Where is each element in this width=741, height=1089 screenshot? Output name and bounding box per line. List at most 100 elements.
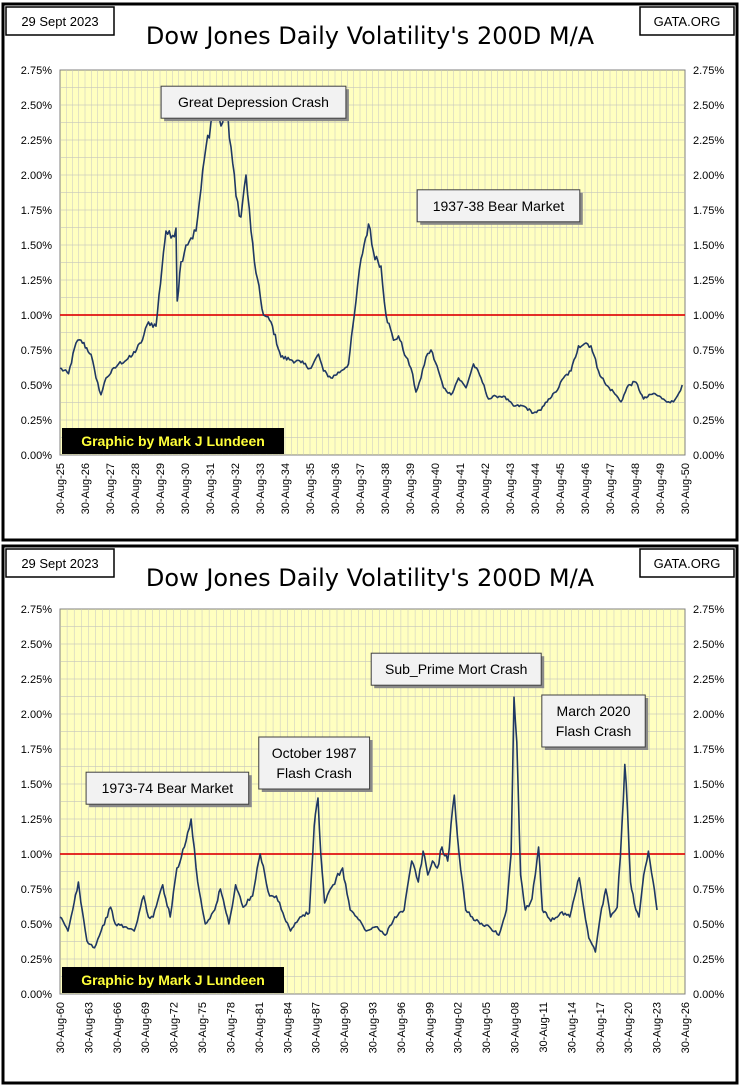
- x-tick-label: 30-Aug-47: [605, 463, 617, 514]
- date-label: 29 Sept 2023: [21, 556, 98, 571]
- x-tick-label: 30-Aug-66: [112, 1002, 124, 1053]
- x-tick-label: 30-Aug-43: [505, 463, 517, 514]
- x-tick-label: 30-Aug-69: [140, 1002, 152, 1053]
- x-tick-label: 30-Aug-17: [595, 1002, 607, 1053]
- x-tick-label: 30-Aug-08: [510, 1002, 522, 1053]
- x-tick-label: 30-Aug-41: [455, 463, 467, 514]
- y-tick-label-right: 0.00%: [693, 450, 724, 462]
- x-tick-label: 30-Aug-96: [396, 1002, 408, 1053]
- y-tick-label-left: 2.75%: [21, 604, 52, 616]
- grid: [60, 70, 685, 455]
- x-tick-label: 30-Aug-37: [355, 463, 367, 514]
- source-box: [639, 6, 735, 36]
- y-tick-label-right: 1.75%: [693, 744, 724, 756]
- x-tick-label: 30-Aug-46: [580, 463, 592, 514]
- annotation-text: Great Depression Crash: [178, 94, 329, 110]
- x-tick-label: 30-Aug-27: [105, 463, 117, 514]
- x-tick-label: 30-Aug-20: [623, 1002, 635, 1053]
- annotation-box: [416, 189, 581, 223]
- date-label: 29 Sept 2023: [21, 14, 98, 29]
- x-tick-label: 30-Aug-02: [453, 1002, 465, 1053]
- x-tick-label: 30-Aug-23: [652, 1002, 664, 1053]
- y-tick-label-left: 1.75%: [21, 744, 52, 756]
- annotation-text: Flash Crash: [556, 723, 631, 739]
- y-tick-label-left: 2.25%: [21, 674, 52, 686]
- y-tick-label-right: 1.75%: [693, 205, 724, 217]
- y-tick-label-right: 0.25%: [693, 954, 724, 966]
- y-tick-label-right: 1.00%: [693, 310, 724, 322]
- x-tick-label: 30-Aug-11: [538, 1002, 550, 1053]
- x-tick-label: 30-Aug-72: [169, 1002, 181, 1053]
- y-tick-label-right: 2.50%: [693, 100, 724, 112]
- y-tick-label-right: 1.25%: [693, 814, 724, 826]
- date-box: [5, 6, 115, 36]
- y-tick-label-left: 0.75%: [21, 884, 52, 896]
- y-tick-label-right: 0.50%: [693, 919, 724, 931]
- x-tick-label: 30-Aug-14: [566, 1002, 578, 1053]
- x-tick-label: 30-Aug-40: [430, 463, 442, 514]
- y-tick-label-left: 1.25%: [21, 814, 52, 826]
- x-tick-label: 30-Aug-99: [424, 1002, 436, 1053]
- x-tick-label: 30-Aug-84: [282, 1002, 294, 1053]
- volatility-series-line: [59, 696, 658, 953]
- y-tick-label-left: 2.25%: [21, 135, 52, 147]
- x-tick-label: 30-Aug-29: [155, 463, 167, 514]
- y-tick-label-left: 0.25%: [21, 415, 52, 427]
- x-tick-label: 30-Aug-05: [481, 1002, 493, 1053]
- date-box: [5, 548, 115, 578]
- x-tick-label: 30-Aug-28: [130, 463, 142, 514]
- x-tick-label: 30-Aug-39: [405, 463, 417, 514]
- x-tick-label: 30-Aug-30: [180, 463, 192, 514]
- x-tick-label: 30-Aug-31: [205, 463, 217, 514]
- y-tick-label-left: 0.50%: [21, 919, 52, 931]
- y-tick-label-left: 1.25%: [21, 275, 52, 287]
- x-tick-label: 30-Aug-90: [339, 1002, 351, 1053]
- annotation-text: October 1987: [272, 745, 357, 761]
- annotation-text: 1973-74 Bear Market: [102, 780, 234, 796]
- y-tick-label-right: 2.75%: [693, 65, 724, 77]
- annotation-box: [85, 771, 250, 805]
- x-tick-label: 30-Aug-32: [230, 463, 242, 514]
- y-tick-label-right: 0.25%: [693, 415, 724, 427]
- annotation-text: March 2020: [557, 703, 631, 719]
- x-tick-label: 30-Aug-35: [305, 463, 317, 514]
- y-tick-label-left: 0.75%: [21, 345, 52, 357]
- source-label: GATA.ORG: [654, 556, 721, 571]
- y-tick-label-left: 1.00%: [21, 310, 52, 322]
- y-tick-label-left: 2.50%: [21, 639, 52, 651]
- grid: [60, 609, 685, 994]
- annotation-box: [258, 736, 371, 790]
- chart-title: Dow Jones Daily Volatility's 200D M/A: [146, 564, 595, 592]
- y-tick-label-left: 1.75%: [21, 205, 52, 217]
- y-tick-label-right: 2.25%: [693, 135, 724, 147]
- x-tick-label: 30-Aug-26: [80, 463, 92, 514]
- y-tick-label-right: 0.00%: [693, 989, 724, 1001]
- credit-label: Graphic by Mark J Lundeen: [81, 972, 265, 988]
- y-tick-label-right: 1.50%: [693, 779, 724, 791]
- credit-box: [62, 967, 284, 993]
- x-tick-label: 30-Aug-48: [630, 463, 642, 514]
- y-tick-label-left: 1.50%: [21, 779, 52, 791]
- y-tick-label-left: 0.00%: [21, 989, 52, 1001]
- x-tick-label: 30-Aug-75: [197, 1002, 209, 1053]
- y-tick-label-right: 1.50%: [693, 240, 724, 252]
- y-tick-label-left: 2.50%: [21, 100, 52, 112]
- x-tick-label: 30-Aug-60: [55, 1002, 67, 1053]
- x-tick-label: 30-Aug-63: [83, 1002, 95, 1053]
- x-tick-label: 30-Aug-50: [680, 463, 692, 514]
- x-tick-label: 30-Aug-25: [55, 463, 67, 514]
- x-tick-label: 30-Aug-93: [368, 1002, 380, 1053]
- y-tick-label-left: 2.75%: [21, 65, 52, 77]
- chart-panel-1: 29 Sept 2023 GATA.ORG Dow Jones Daily Vola…: [1, 2, 739, 542]
- y-tick-label-left: 2.00%: [21, 709, 52, 721]
- volatility-series-line: [59, 104, 683, 415]
- y-tick-label-right: 0.75%: [693, 345, 724, 357]
- y-tick-label-right: 2.75%: [693, 604, 724, 616]
- chart-panel-2: 29 Sept 2023 GATA.ORG Dow Jones Daily Vola…: [1, 544, 739, 1085]
- annotation-box: [370, 652, 542, 686]
- x-tick-label: 30-Aug-33: [255, 463, 267, 514]
- x-tick-label: 30-Aug-44: [530, 463, 542, 514]
- annotation-text: Sub_Prime Mort Crash: [385, 661, 527, 677]
- y-tick-label-right: 1.00%: [693, 849, 724, 861]
